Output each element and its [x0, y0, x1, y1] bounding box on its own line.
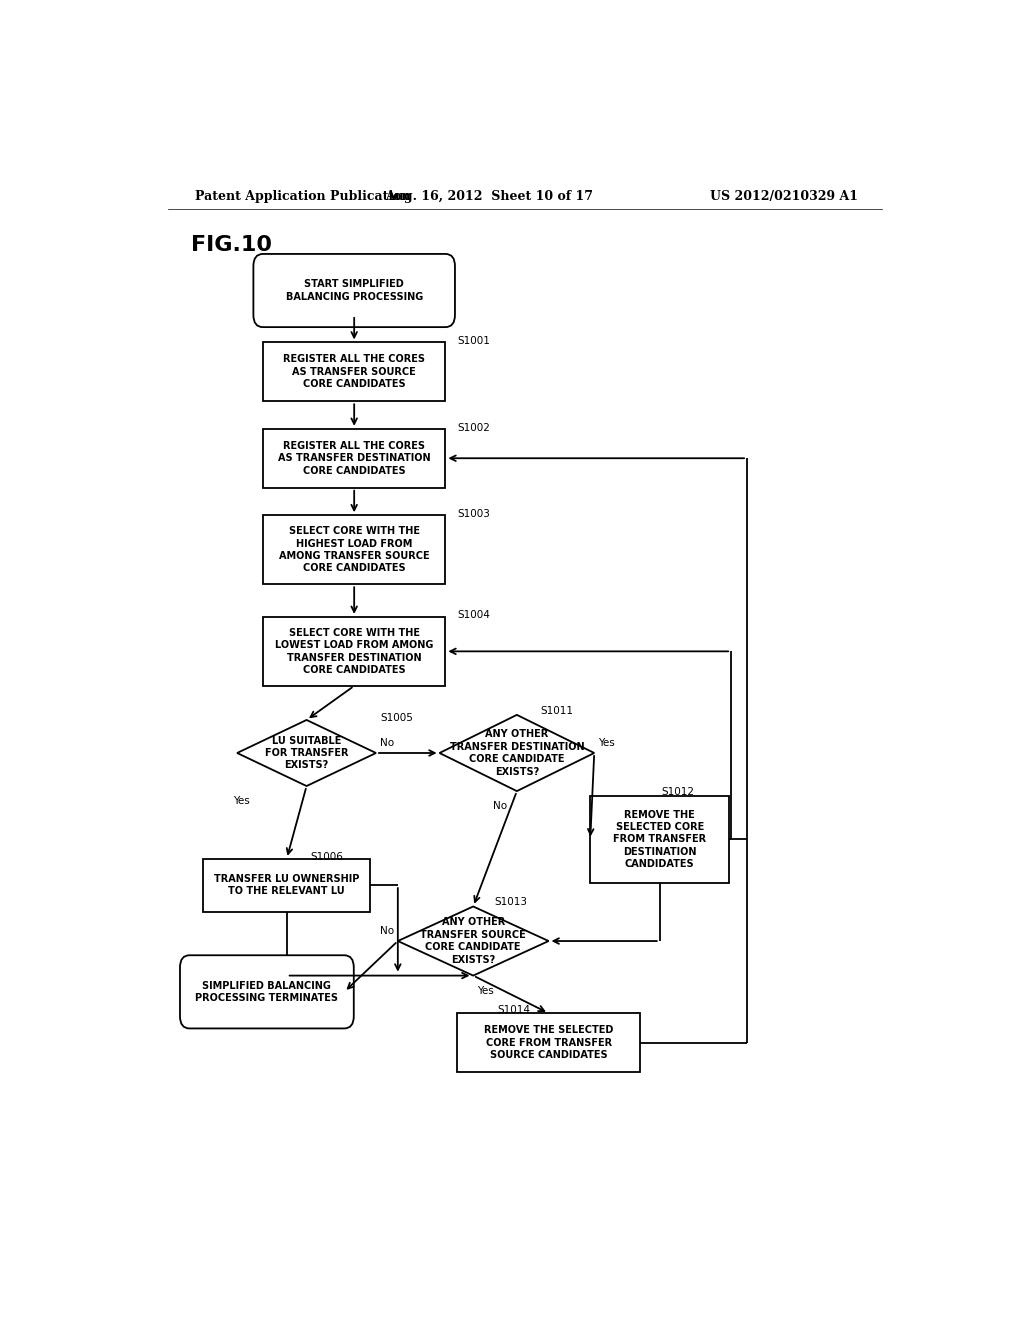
- Text: SIMPLIFIED BALANCING
PROCESSING TERMINATES: SIMPLIFIED BALANCING PROCESSING TERMINAT…: [196, 981, 338, 1003]
- FancyBboxPatch shape: [180, 956, 353, 1028]
- Text: REGISTER ALL THE CORES
AS TRANSFER SOURCE
CORE CANDIDATES: REGISTER ALL THE CORES AS TRANSFER SOURC…: [284, 355, 425, 389]
- Text: S1011: S1011: [541, 706, 573, 717]
- Bar: [204, 859, 370, 912]
- FancyBboxPatch shape: [253, 253, 455, 327]
- Bar: [263, 342, 445, 401]
- Text: REMOVE THE
SELECTED CORE
FROM TRANSFER
DESTINATION
CANDIDATES: REMOVE THE SELECTED CORE FROM TRANSFER D…: [613, 809, 707, 869]
- Text: REGISTER ALL THE CORES
AS TRANSFER DESTINATION
CORE CANDIDATES: REGISTER ALL THE CORES AS TRANSFER DESTI…: [278, 441, 430, 475]
- Text: S1014: S1014: [497, 1006, 530, 1015]
- Text: SELECT CORE WITH THE
LOWEST LOAD FROM AMONG
TRANSFER DESTINATION
CORE CANDIDATES: SELECT CORE WITH THE LOWEST LOAD FROM AM…: [275, 628, 433, 675]
- Text: Yes: Yes: [598, 738, 615, 748]
- Text: START SIMPLIFIED
BALANCING PROCESSING: START SIMPLIFIED BALANCING PROCESSING: [286, 280, 423, 302]
- Polygon shape: [439, 715, 594, 791]
- Polygon shape: [397, 907, 549, 975]
- Text: S1004: S1004: [458, 610, 490, 620]
- Text: S1012: S1012: [662, 787, 694, 797]
- Text: Aug. 16, 2012  Sheet 10 of 17: Aug. 16, 2012 Sheet 10 of 17: [385, 190, 593, 202]
- Text: Yes: Yes: [477, 986, 494, 995]
- Polygon shape: [238, 719, 376, 785]
- Text: US 2012/0210329 A1: US 2012/0210329 A1: [710, 190, 858, 202]
- Text: ANY OTHER
TRANSFER DESTINATION
CORE CANDIDATE
EXISTS?: ANY OTHER TRANSFER DESTINATION CORE CAND…: [450, 730, 584, 776]
- Text: ANY OTHER
TRANSFER SOURCE
CORE CANDIDATE
EXISTS?: ANY OTHER TRANSFER SOURCE CORE CANDIDATE…: [420, 917, 526, 965]
- Text: S1006: S1006: [310, 851, 343, 862]
- Text: Patent Application Publication: Patent Application Publication: [196, 190, 411, 202]
- Text: FIG.10: FIG.10: [191, 235, 272, 255]
- Text: LU SUITABLE
FOR TRANSFER
EXISTS?: LU SUITABLE FOR TRANSFER EXISTS?: [265, 735, 348, 771]
- Text: S1005: S1005: [380, 713, 414, 722]
- Bar: [458, 1014, 640, 1072]
- Text: TRANSFER LU OWNERSHIP
TO THE RELEVANT LU: TRANSFER LU OWNERSHIP TO THE RELEVANT LU: [214, 874, 359, 896]
- Text: SELECT CORE WITH THE
HIGHEST LOAD FROM
AMONG TRANSFER SOURCE
CORE CANDIDATES: SELECT CORE WITH THE HIGHEST LOAD FROM A…: [279, 527, 429, 573]
- Bar: [263, 616, 445, 686]
- Text: S1002: S1002: [458, 422, 490, 433]
- Text: S1001: S1001: [458, 337, 490, 346]
- Text: No: No: [494, 801, 507, 812]
- Text: S1013: S1013: [495, 898, 527, 907]
- Bar: [263, 429, 445, 487]
- Text: No: No: [380, 738, 394, 748]
- Text: REMOVE THE SELECTED
CORE FROM TRANSFER
SOURCE CANDIDATES: REMOVE THE SELECTED CORE FROM TRANSFER S…: [484, 1026, 613, 1060]
- Text: No: No: [380, 925, 394, 936]
- Text: S1003: S1003: [458, 510, 490, 519]
- Text: Yes: Yes: [233, 796, 250, 807]
- Bar: [263, 515, 445, 585]
- Bar: [590, 796, 729, 883]
